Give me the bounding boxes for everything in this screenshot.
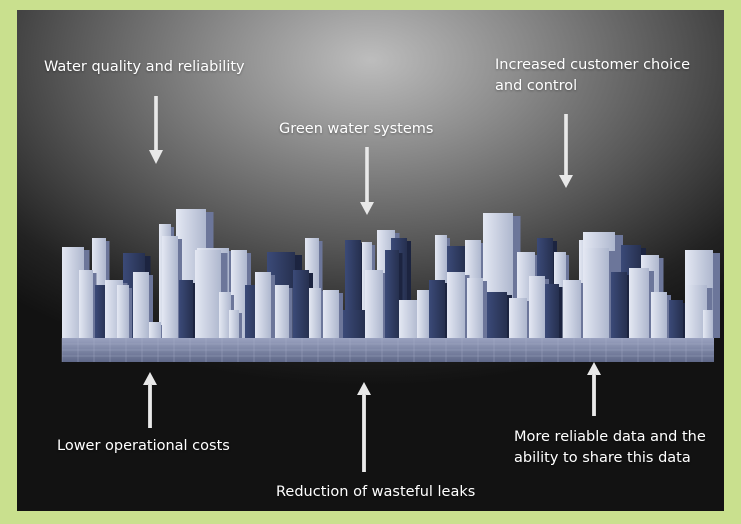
building <box>62 247 84 338</box>
building <box>669 300 683 338</box>
building <box>399 300 419 338</box>
building <box>529 276 545 338</box>
label-leaks: Reduction of wasteful leaks <box>276 484 476 500</box>
arrow-leaks <box>357 382 371 472</box>
building <box>417 290 429 338</box>
building <box>117 285 129 338</box>
building-side <box>129 288 132 338</box>
arrow-customer-choice <box>559 114 573 188</box>
building <box>255 272 271 338</box>
arrow-green-water <box>360 147 374 215</box>
building-side <box>399 253 403 338</box>
building-side <box>483 281 487 338</box>
building <box>583 248 609 338</box>
building-side <box>513 216 521 338</box>
arrow-lower-costs <box>143 372 157 428</box>
building <box>149 322 161 338</box>
building-side <box>239 313 242 338</box>
building <box>79 270 93 338</box>
buildings <box>62 209 720 338</box>
floor-grid <box>61 338 714 362</box>
building-side <box>559 287 563 338</box>
building <box>323 290 339 338</box>
building-side <box>271 275 275 338</box>
building-side <box>713 313 716 338</box>
label-lower-costs: Lower operational costs <box>57 438 230 454</box>
label-green-water: Green water systems <box>279 121 434 137</box>
building <box>219 292 231 338</box>
building <box>365 270 383 338</box>
building <box>447 272 465 338</box>
building <box>343 310 365 338</box>
building <box>293 270 309 338</box>
building <box>133 272 149 338</box>
arrow-reliable-data <box>587 362 601 416</box>
building <box>95 285 107 338</box>
building <box>309 288 321 338</box>
building-side <box>339 293 343 338</box>
building <box>275 285 289 338</box>
label-reliable-data: More reliable data and the ability to sh… <box>514 429 706 466</box>
building-side <box>713 253 720 338</box>
slide-frame: Water quality and reliability Increased … <box>17 10 724 511</box>
building <box>195 250 221 338</box>
label-water-quality: Water quality and reliability <box>44 59 245 75</box>
city-skyline-illustration <box>61 96 720 472</box>
building <box>162 236 178 338</box>
building <box>563 280 581 338</box>
label-customer-choice: Increased customer choice and control <box>495 57 691 94</box>
building <box>703 310 713 338</box>
arrow-water-quality <box>149 96 163 164</box>
building <box>487 292 507 338</box>
building <box>229 310 239 338</box>
building-side <box>149 275 153 338</box>
building-side <box>321 291 324 338</box>
building <box>509 298 527 338</box>
building <box>651 292 667 338</box>
building <box>429 280 445 338</box>
building-side <box>289 288 293 338</box>
building-side <box>93 273 97 338</box>
building <box>629 268 649 338</box>
building <box>611 272 627 338</box>
building <box>685 285 707 338</box>
building-side <box>193 283 197 338</box>
building <box>385 250 399 338</box>
building-side <box>683 303 687 338</box>
building-side <box>407 241 411 338</box>
building <box>545 284 559 338</box>
building <box>467 278 483 338</box>
building <box>179 280 193 338</box>
